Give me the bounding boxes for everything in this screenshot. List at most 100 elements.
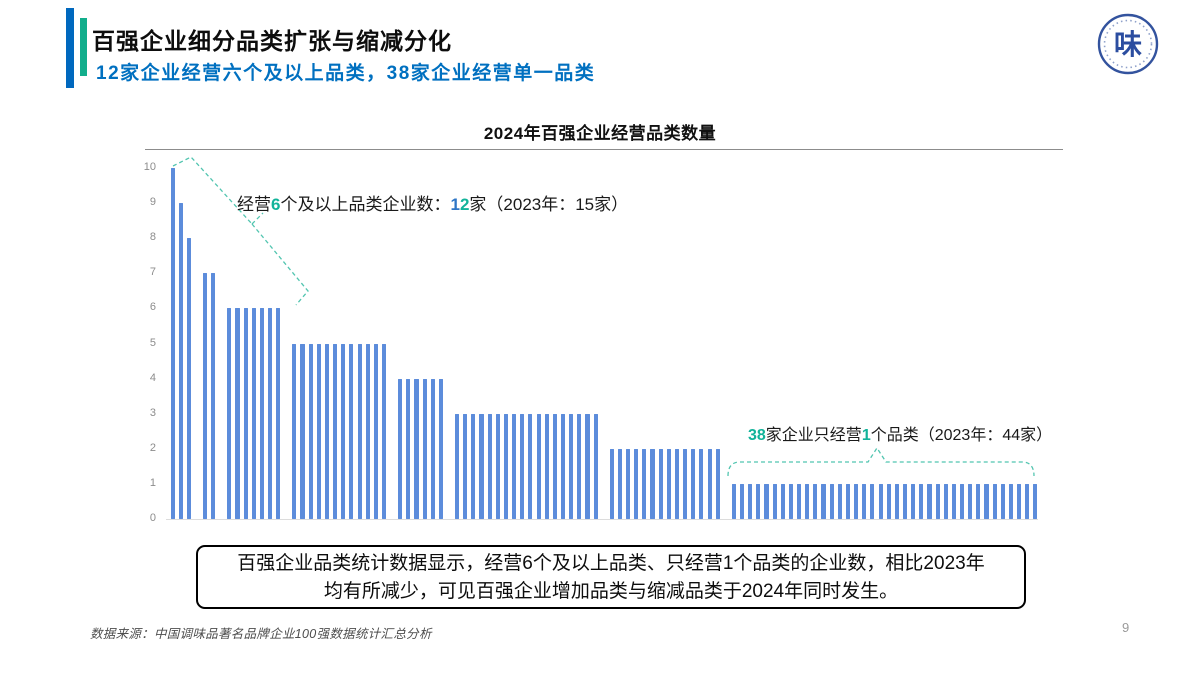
company-bar-value-3 bbox=[552, 413, 557, 519]
company-bar-value-1 bbox=[878, 483, 883, 519]
company-bar-value-5 bbox=[333, 343, 338, 519]
company-bar-value-3 bbox=[455, 413, 460, 519]
company-bar-value-4 bbox=[414, 378, 419, 519]
company-bar-value-5 bbox=[341, 343, 346, 519]
y-tick-label: 5 bbox=[149, 336, 156, 349]
company-bar-value-9 bbox=[178, 203, 183, 519]
chart-title-divider bbox=[145, 149, 1063, 150]
company-bar-value-3 bbox=[463, 413, 468, 519]
company-bar-value-2 bbox=[617, 448, 622, 519]
company-bar-value-3 bbox=[577, 413, 582, 519]
company-bar-value-1 bbox=[894, 483, 899, 519]
association-seal-logo: 味 bbox=[1096, 12, 1160, 76]
company-bar-value-5 bbox=[357, 343, 362, 519]
annotation-text-part: 个品类（2023年：44家） bbox=[870, 427, 1053, 444]
company-bar-value-5 bbox=[349, 343, 354, 519]
slide-subtitle: 12家企业经营六个及以上品类，38家企业经营单一品类 bbox=[96, 63, 596, 84]
company-bar-value-3 bbox=[544, 413, 549, 519]
company-bar-value-6 bbox=[276, 308, 281, 519]
company-bar-value-3 bbox=[593, 413, 598, 519]
company-bar-value-3 bbox=[536, 413, 541, 519]
company-bar-value-1 bbox=[797, 483, 802, 519]
company-bar-value-2 bbox=[707, 448, 712, 519]
y-tick-label: 7 bbox=[149, 266, 156, 279]
y-tick-label: 4 bbox=[149, 371, 156, 384]
y-tick-label: 6 bbox=[149, 301, 156, 314]
company-bar-value-5 bbox=[365, 343, 370, 519]
company-bar-value-1 bbox=[764, 483, 769, 519]
note-line-2: 均有所减少，可见百强企业增加品类与缩减品类于2024年同时发生。 bbox=[323, 581, 899, 602]
company-bar-value-7 bbox=[211, 273, 216, 519]
annotation-text-part: 经营 bbox=[237, 195, 271, 214]
company-bar-value-2 bbox=[674, 448, 680, 519]
company-bar-value-3 bbox=[512, 413, 517, 519]
company-bar-value-3 bbox=[585, 413, 590, 519]
company-bar-value-3 bbox=[503, 413, 509, 519]
company-bar-value-1 bbox=[1025, 483, 1030, 519]
company-bar-value-2 bbox=[699, 448, 704, 519]
annotation-text-part: 2 bbox=[459, 195, 470, 214]
company-bar-value-2 bbox=[626, 448, 631, 519]
company-bar-value-1 bbox=[927, 483, 932, 519]
title-accent-bar-teal bbox=[80, 18, 87, 76]
y-tick-label: 1 bbox=[149, 476, 156, 489]
company-bar-value-3 bbox=[471, 413, 476, 519]
y-tick-label: 10 bbox=[143, 161, 156, 173]
company-bar-value-5 bbox=[308, 343, 313, 519]
chart-title: 2024年百强企业经营品类数量 bbox=[483, 124, 717, 143]
company-bar-value-1 bbox=[788, 483, 793, 519]
note-line-1: 百强企业品类统计数据显示，经营6个及以上品类、只经营1个品类的企业数，相比202… bbox=[237, 553, 985, 574]
company-bar-value-1 bbox=[919, 483, 924, 519]
company-bar-value-1 bbox=[960, 483, 965, 519]
company-bar-value-4 bbox=[406, 378, 411, 519]
company-bar-value-1 bbox=[984, 483, 989, 519]
title-accent-bar-blue bbox=[66, 8, 74, 88]
company-bar-value-5 bbox=[316, 343, 321, 519]
company-bar-value-6 bbox=[243, 308, 248, 519]
company-bar-value-4 bbox=[422, 378, 427, 519]
company-bar-value-1 bbox=[943, 483, 948, 519]
y-tick-label: 8 bbox=[149, 231, 156, 244]
company-bar-value-2 bbox=[642, 448, 647, 519]
company-bar-value-1 bbox=[862, 483, 867, 519]
svg-text:味: 味 bbox=[1114, 29, 1142, 61]
annotation-6plus-categories: 经营6个及以上品类企业数：12家（2023年：15家） bbox=[237, 190, 628, 215]
company-bar-value-3 bbox=[560, 413, 566, 519]
company-bar-value-1 bbox=[911, 483, 916, 519]
company-bar-value-1 bbox=[813, 483, 818, 519]
company-bar-value-1 bbox=[780, 483, 785, 519]
company-bar-value-4 bbox=[438, 378, 443, 519]
company-bar-value-2 bbox=[658, 448, 663, 519]
company-bar-value-2 bbox=[634, 448, 639, 519]
company-bar-value-2 bbox=[609, 448, 614, 519]
company-bar-value-5 bbox=[292, 343, 297, 519]
company-bar-value-1 bbox=[935, 483, 940, 519]
annotation-text-part: 1 bbox=[861, 427, 871, 444]
company-bar-value-5 bbox=[300, 343, 305, 519]
company-bar-value-6 bbox=[227, 308, 232, 519]
annotation-text-part: 6 bbox=[271, 195, 281, 214]
company-bar-value-3 bbox=[479, 413, 484, 519]
company-bar-value-1 bbox=[772, 483, 777, 519]
company-bar-value-3 bbox=[520, 413, 525, 519]
y-tick-label: 3 bbox=[149, 406, 156, 419]
company-bar-value-5 bbox=[381, 343, 387, 519]
company-bar-value-6 bbox=[235, 308, 240, 519]
annotation-single-category: 38家企业只经营1个品类（2023年：44家） bbox=[748, 421, 1052, 445]
company-bar-value-1 bbox=[992, 483, 997, 519]
company-bar-value-1 bbox=[976, 483, 981, 519]
company-bar-value-4 bbox=[398, 378, 403, 519]
company-bar-value-5 bbox=[373, 343, 378, 519]
y-tick-label: 0 bbox=[149, 512, 156, 524]
company-bar-value-1 bbox=[1017, 483, 1022, 519]
page-number: 9 bbox=[1122, 620, 1130, 635]
company-bar-value-1 bbox=[821, 483, 826, 519]
company-bar-value-6 bbox=[251, 308, 256, 519]
annotation-text-part: 家企业只经营 bbox=[765, 427, 862, 444]
company-bar-value-1 bbox=[854, 483, 859, 519]
company-bar-value-2 bbox=[691, 448, 696, 519]
company-bar-value-6 bbox=[268, 308, 273, 519]
